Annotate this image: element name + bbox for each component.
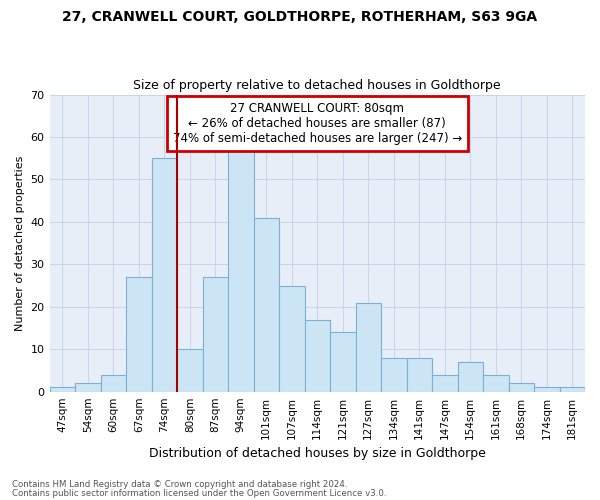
Bar: [305, 320, 330, 392]
X-axis label: Distribution of detached houses by size in Goldthorpe: Distribution of detached houses by size …: [149, 447, 486, 460]
Bar: [101, 374, 126, 392]
Bar: [407, 358, 432, 392]
Bar: [534, 388, 560, 392]
Bar: [254, 218, 279, 392]
Bar: [126, 277, 152, 392]
Bar: [381, 358, 407, 392]
Bar: [228, 150, 254, 392]
Bar: [177, 349, 203, 392]
Bar: [330, 332, 356, 392]
Text: 27 CRANWELL COURT: 80sqm
← 26% of detached houses are smaller (87)
74% of semi-d: 27 CRANWELL COURT: 80sqm ← 26% of detach…: [173, 102, 462, 145]
Bar: [279, 286, 305, 392]
Bar: [560, 388, 585, 392]
Bar: [203, 277, 228, 392]
Bar: [152, 158, 177, 392]
Bar: [50, 388, 75, 392]
Bar: [75, 383, 101, 392]
Bar: [432, 374, 458, 392]
Text: 27, CRANWELL COURT, GOLDTHORPE, ROTHERHAM, S63 9GA: 27, CRANWELL COURT, GOLDTHORPE, ROTHERHA…: [62, 10, 538, 24]
Bar: [458, 362, 483, 392]
Text: Contains HM Land Registry data © Crown copyright and database right 2024.: Contains HM Land Registry data © Crown c…: [12, 480, 347, 489]
Y-axis label: Number of detached properties: Number of detached properties: [15, 156, 25, 331]
Bar: [356, 302, 381, 392]
Title: Size of property relative to detached houses in Goldthorpe: Size of property relative to detached ho…: [133, 79, 501, 92]
Text: Contains public sector information licensed under the Open Government Licence v3: Contains public sector information licen…: [12, 489, 386, 498]
Bar: [509, 383, 534, 392]
Bar: [483, 374, 509, 392]
